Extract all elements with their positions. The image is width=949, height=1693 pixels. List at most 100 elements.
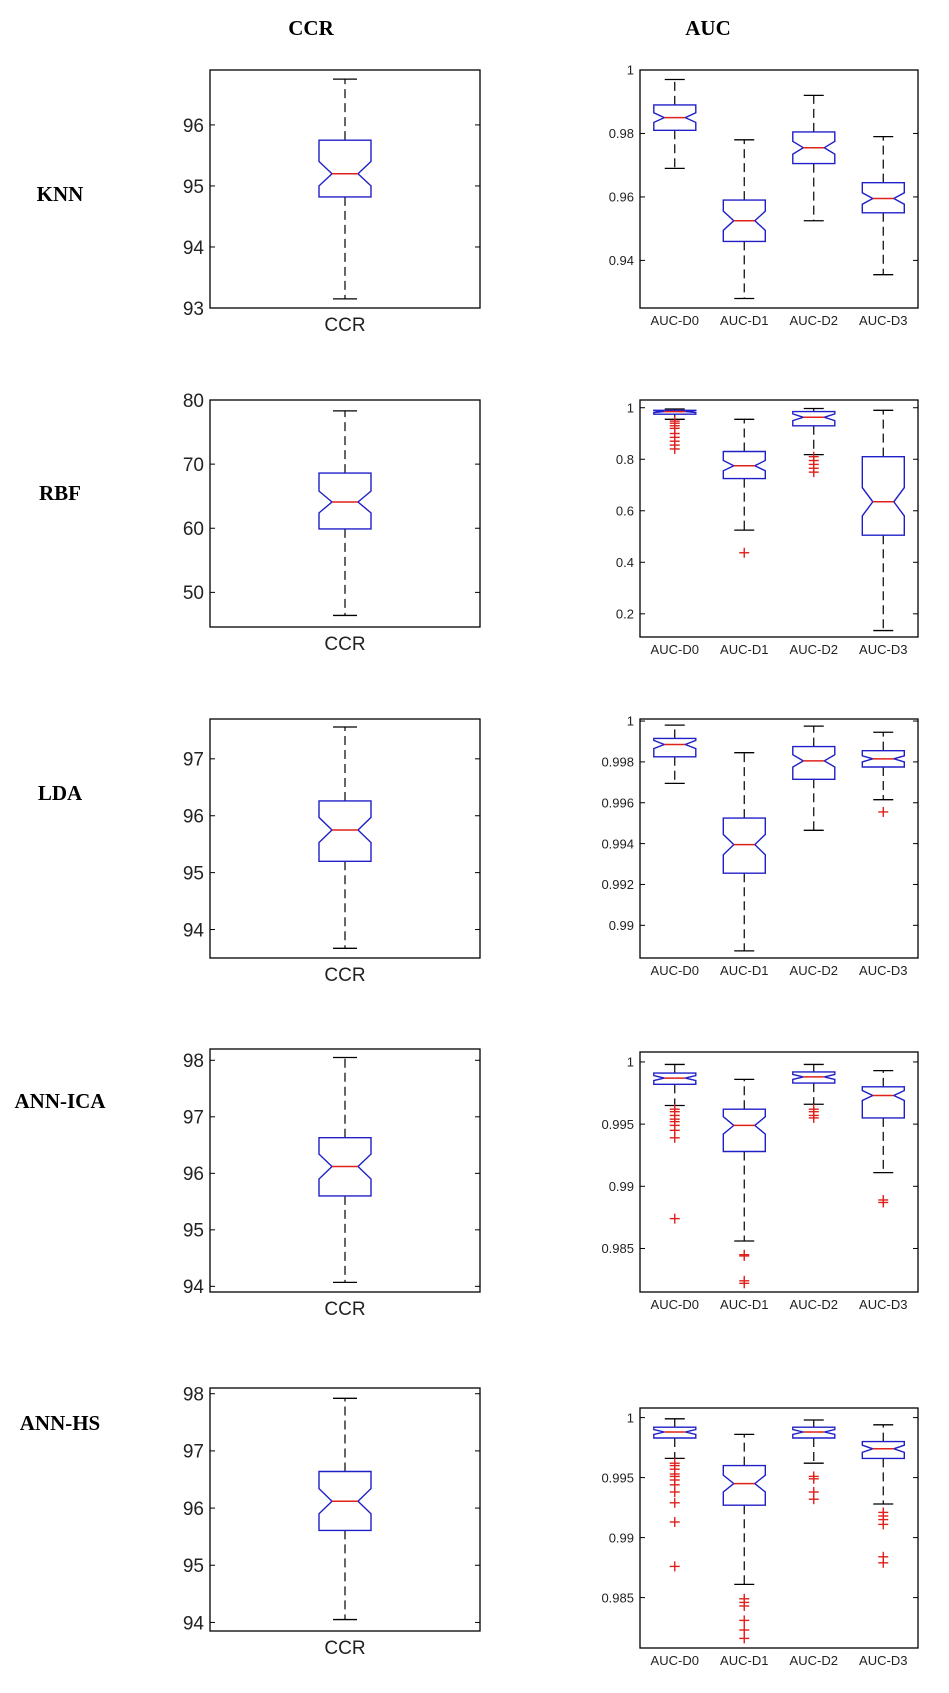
box-auc-d1	[722, 418, 766, 558]
axes-frame	[209, 1387, 481, 1632]
y-tick-label: 1	[627, 1410, 634, 1425]
outlier-marker	[739, 1615, 750, 1626]
y-tick-label: 95	[183, 1221, 204, 1242]
outlier-marker	[669, 1487, 680, 1497]
box-auc-d1	[722, 1433, 766, 1644]
box-auc-d2	[792, 407, 836, 478]
y-tick-label: 95	[183, 863, 204, 884]
y-tick-label: 0.98	[609, 126, 634, 141]
x-tick-label: CCR	[324, 315, 365, 336]
x-tick-label: CCR	[324, 634, 365, 655]
y-tick-label: 95	[183, 1556, 204, 1577]
boxplot-ann-ica-ccr: 94 95 96 97 98 CCR	[183, 1048, 481, 1320]
x-tick-label: AUC-D2	[790, 963, 838, 978]
row-label-ann-hs: ANN-HS	[19, 1411, 101, 1435]
y-tick-label: 96	[183, 807, 204, 828]
row-label-lda: LDA	[37, 781, 83, 805]
y-tick-label: 94	[183, 238, 205, 259]
x-tick-label: AUC-D0	[651, 1653, 699, 1668]
notched-box	[653, 737, 697, 758]
box-auc-d0	[653, 1418, 697, 1572]
y-tick-label: 96	[183, 1164, 204, 1185]
box-auc-d2	[792, 1063, 836, 1123]
boxplot-lda-auc: 0.99 0.992 0.994 0.996 0.998 1 AUC-D0 AUC-D1 AUC…	[601, 714, 919, 978]
boxplot-ann-hs-auc: 0.985 0.99 0.995 1 AUC-D0 AUC-D1 AUC-D2 AUC-D3	[601, 1407, 919, 1668]
notched-box	[722, 1108, 766, 1153]
notched-box	[318, 800, 372, 862]
x-tick-label: AUC-D3	[859, 642, 907, 657]
y-tick-label: 70	[183, 455, 204, 476]
boxplot-rbf-auc: 0.2 0.4 0.6 0.8 1 AUC-D0 AUC-D1 AUC-D2 AUC-D3	[616, 399, 919, 657]
y-tick-label: 0.995	[601, 1117, 634, 1132]
box-ccr	[318, 1056, 372, 1284]
y-tick-label: 0.99	[609, 1530, 634, 1545]
outlier-marker	[808, 1473, 819, 1484]
box-auc-d2	[792, 1419, 836, 1505]
box-ccr	[318, 726, 372, 949]
outlier-marker	[808, 1494, 819, 1505]
x-tick-label: AUC-D1	[720, 642, 768, 657]
y-tick-label: 0.985	[601, 1590, 634, 1605]
x-tick-label: AUC-D0	[651, 313, 699, 328]
outlier-marker	[878, 1197, 889, 1208]
y-tick-label: 1	[627, 400, 634, 415]
notched-box	[861, 181, 905, 214]
y-tick-label: 0.992	[601, 877, 634, 892]
notched-box	[792, 745, 836, 780]
y-tick-label: 0.2	[616, 606, 634, 621]
outlier-marker	[669, 1213, 680, 1224]
x-tick-label: AUC-D3	[859, 313, 907, 328]
box-auc-d0	[653, 724, 697, 784]
x-tick-label: AUC-D1	[720, 1653, 768, 1668]
outlier-marker	[739, 1633, 750, 1644]
boxplot-ann-ica-auc: 0.985 0.99 0.995 1 AUC-D0 AUC-D1 AUC-D2 AUC-D3	[601, 1051, 919, 1312]
y-tick-label: 0.94	[609, 253, 634, 268]
notched-box	[722, 817, 766, 874]
notched-box	[861, 1086, 905, 1119]
box-ccr	[318, 78, 372, 300]
x-tick-label: CCR	[324, 1638, 365, 1659]
outlier-marker	[878, 806, 889, 817]
axes-frame	[209, 718, 481, 959]
x-tick-label: AUC-D2	[790, 313, 838, 328]
outlier-marker	[739, 1601, 750, 1611]
outlier-marker	[739, 1625, 750, 1635]
outlier-marker	[739, 547, 750, 558]
x-tick-label: AUC-D1	[720, 963, 768, 978]
axes-frame	[639, 1051, 919, 1293]
box-auc-d2	[792, 725, 836, 831]
notched-box	[861, 456, 905, 536]
outlier-marker	[808, 467, 819, 478]
row-label-ann-ica: ANN-ICA	[14, 1089, 106, 1113]
boxplot-rbf-ccr: 50 60 70 80 CCR	[183, 391, 481, 655]
x-tick-label: AUC-D0	[651, 642, 699, 657]
y-tick-label: 0.994	[601, 836, 634, 851]
outlier-marker	[878, 1519, 889, 1530]
axes-frame	[639, 1407, 919, 1649]
y-tick-label: 98	[183, 1385, 204, 1406]
box-auc-d1	[722, 1078, 766, 1289]
box-ccr	[318, 1397, 372, 1621]
boxplot-knn-ccr: 93 94 95 96 CCR	[183, 69, 481, 336]
y-tick-label: 97	[183, 750, 204, 771]
y-tick-label: 0.996	[601, 795, 634, 810]
box-ccr	[318, 410, 372, 617]
y-tick-label: 0.8	[616, 452, 634, 467]
y-tick-label: 97	[183, 1108, 204, 1129]
y-tick-label: 97	[183, 1442, 204, 1463]
y-tick-label: 94	[183, 1277, 205, 1298]
outlier-marker	[669, 1517, 680, 1527]
y-tick-label: 0.6	[616, 503, 634, 518]
axes-frame	[209, 69, 481, 309]
notched-box	[722, 1464, 766, 1506]
y-tick-label: 98	[183, 1051, 204, 1072]
y-tick-label: 95	[183, 177, 204, 198]
outlier-marker	[669, 443, 680, 454]
box-auc-d1	[722, 139, 766, 300]
box-auc-d3	[861, 731, 905, 817]
x-tick-label: AUC-D2	[790, 1297, 838, 1312]
x-tick-label: AUC-D3	[859, 963, 907, 978]
y-tick-label: 1	[627, 714, 634, 729]
y-tick-label: 80	[183, 391, 204, 412]
y-tick-label: 0.99	[609, 918, 634, 933]
